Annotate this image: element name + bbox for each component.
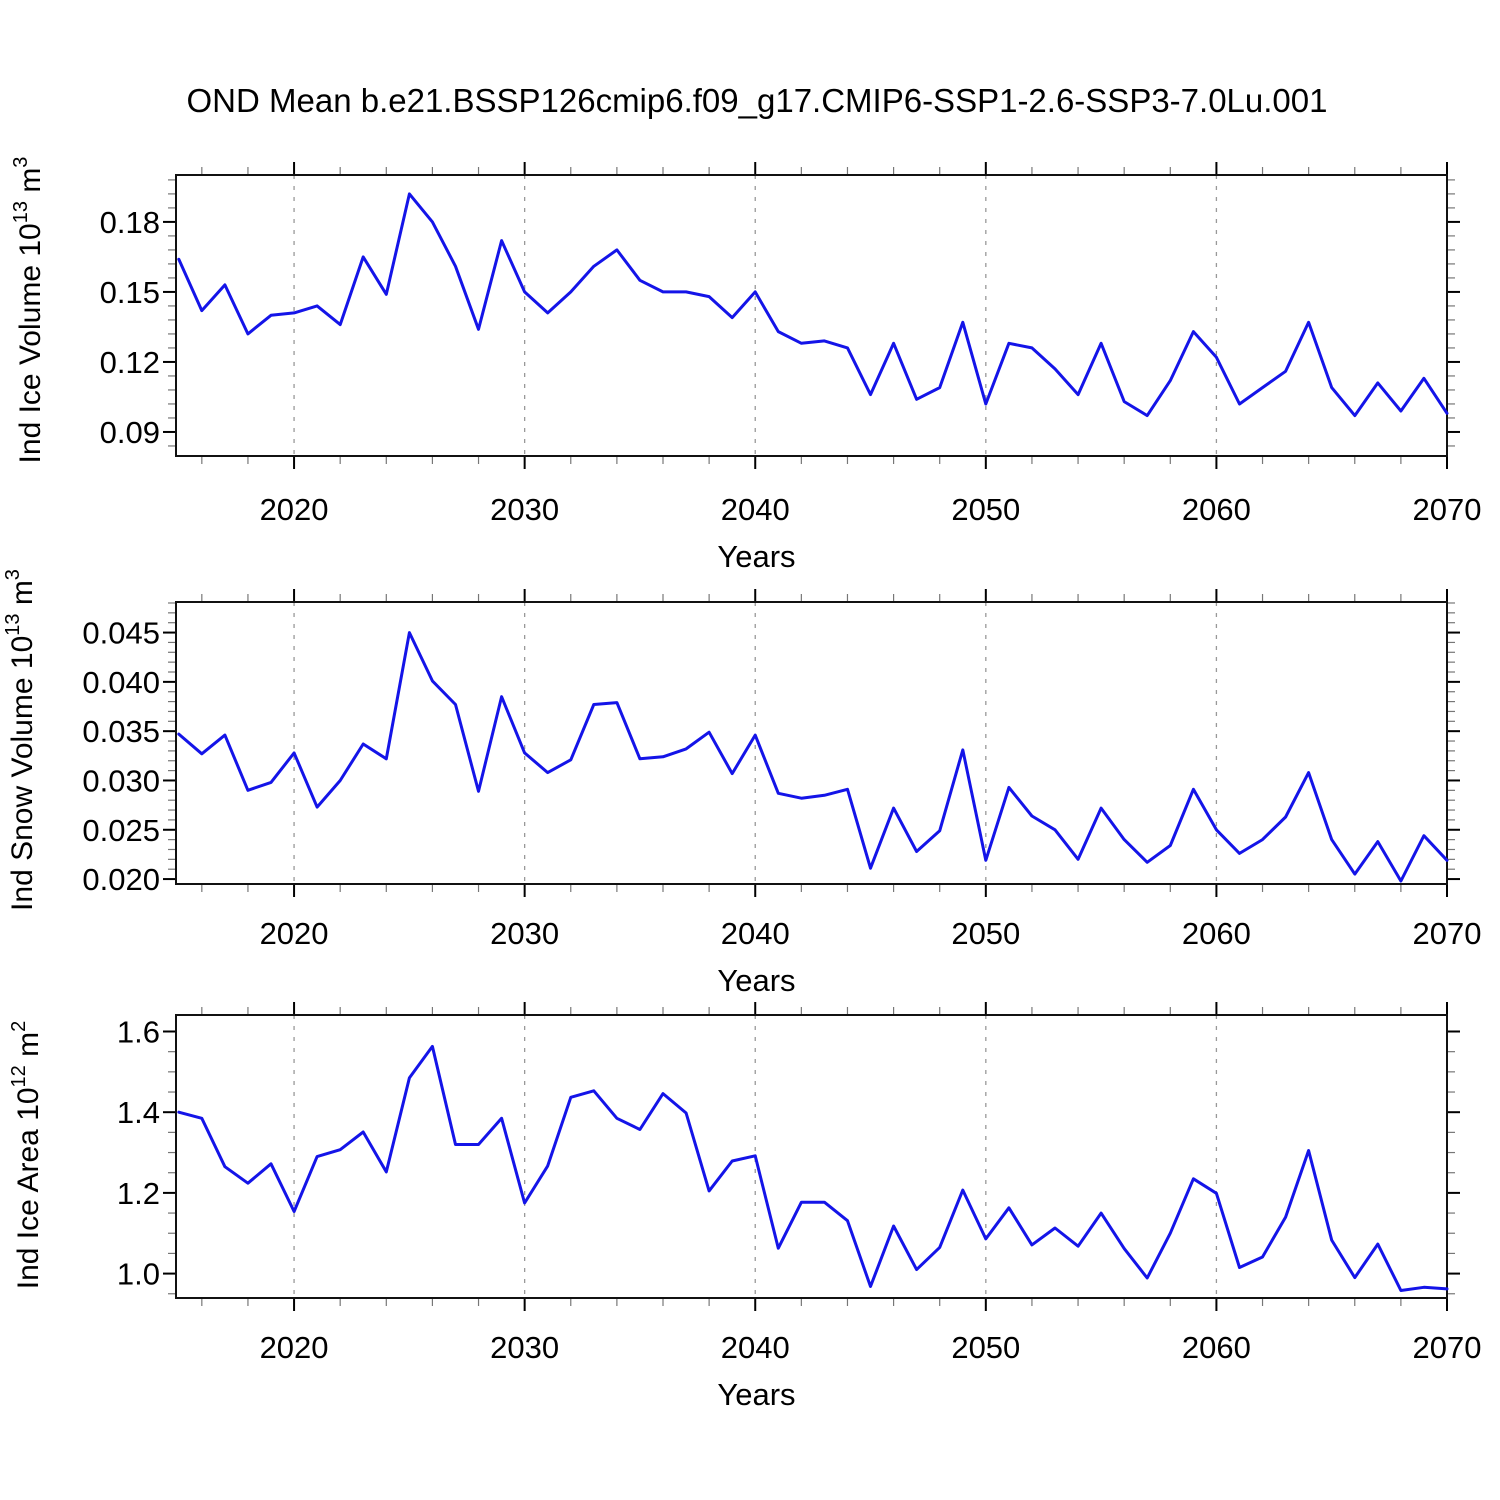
x-tick-label: 2070 <box>1413 1330 1482 1365</box>
x-tick-label: 2040 <box>721 916 790 951</box>
y-tick-label: 1.0 <box>117 1257 160 1292</box>
x-tick-label: 2020 <box>260 916 329 951</box>
panel-border <box>175 174 1448 457</box>
y-axis-title: Ind Snow Volume 1013 m3 <box>2 569 39 911</box>
panel-ind-ice-volume: 2020 2030 2040 2050 2060 2070 Years 0.18 0.15 0.1… <box>10 157 1481 574</box>
x-tick-label: 2040 <box>721 492 790 527</box>
panel-ind-ice-area: 2020 2030 2040 2050 2060 2070 Years 1.6 1.4 1.2 1.… <box>8 1002 1481 1412</box>
y-tick-label: 0.09 <box>100 415 160 450</box>
x-tick-label: 2060 <box>1182 1330 1251 1365</box>
x-tick-label: 2060 <box>1182 492 1251 527</box>
panel-ind-snow-volume: 2020 2030 2040 2050 2060 2070 Years 0.045 0.040 0… <box>2 569 1481 998</box>
y-tick-label: 0.12 <box>100 345 160 380</box>
x-tick-label: 2030 <box>490 916 559 951</box>
page-title: OND Mean b.e21.BSSP126cmip6.f09_g17.CMIP… <box>186 82 1328 119</box>
x-axis-title: Years <box>717 539 795 574</box>
x-tick-label: 2050 <box>951 492 1020 527</box>
x-tick-label: 2070 <box>1413 492 1482 527</box>
y-tick-label: 1.4 <box>117 1095 160 1130</box>
x-tick-label: 2030 <box>490 492 559 527</box>
x-tick-label: 2020 <box>260 492 329 527</box>
x-tick-label: 2020 <box>260 1330 329 1365</box>
x-tick-label: 2050 <box>951 916 1020 951</box>
x-tick-label: 2070 <box>1413 916 1482 951</box>
y-tick-label: 1.6 <box>117 1015 160 1050</box>
x-tick-label: 2060 <box>1182 916 1251 951</box>
y-tick-label: 1.2 <box>117 1176 160 1211</box>
y-axis-title: Ind Ice Volume 1013 m3 <box>10 157 47 464</box>
data-line-ind-ice-volume <box>177 192 1449 418</box>
x-tick-label: 2040 <box>721 1330 790 1365</box>
y-axis-title: Ind Ice Area 1012 m2 <box>8 1021 45 1290</box>
x-axis-title: Years <box>717 963 795 998</box>
y-tick-label: 0.030 <box>82 763 160 798</box>
panel-border <box>175 601 1448 885</box>
x-tick-label: 2050 <box>951 1330 1020 1365</box>
y-tick-label: 0.025 <box>82 813 160 848</box>
y-tick-label: 0.040 <box>82 665 160 700</box>
data-line-ind-ice-area <box>177 1044 1449 1292</box>
panel-border <box>175 1014 1448 1299</box>
x-tick-label: 2030 <box>490 1330 559 1365</box>
y-tick-label: 0.15 <box>100 275 160 310</box>
x-axis-title: Years <box>717 1377 795 1412</box>
y-tick-label: 0.045 <box>82 616 160 651</box>
y-tick-label: 0.020 <box>82 862 160 897</box>
data-line-ind-snow-volume <box>177 631 1449 883</box>
y-tick-label: 0.18 <box>100 205 160 240</box>
y-tick-label: 0.035 <box>82 714 160 749</box>
